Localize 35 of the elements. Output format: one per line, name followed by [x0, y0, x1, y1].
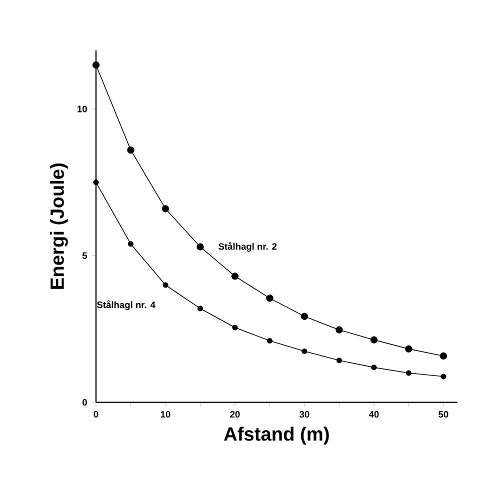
x-tick-label: 50: [438, 411, 448, 418]
series-label: Stålhagl nr. 4: [96, 300, 156, 310]
x-tick-label: 30: [300, 411, 310, 418]
point: [93, 180, 99, 186]
x-axis-title: Afstand (m): [224, 426, 329, 445]
point: [128, 241, 134, 247]
point: [406, 370, 412, 376]
x-tick-label: 0: [94, 411, 98, 418]
point: [336, 358, 342, 364]
y-tick-label: 0: [82, 399, 87, 406]
point: [440, 352, 448, 360]
point: [232, 324, 238, 330]
y-tick-label: 10: [78, 106, 87, 112]
point: [162, 205, 170, 212]
point: [370, 336, 378, 344]
point: [302, 348, 308, 354]
point: [231, 272, 239, 280]
series-label: Stålhagl nr. 2: [218, 242, 277, 252]
y-axis-title: Energi (Joule): [50, 164, 68, 289]
y-tick-label: 5: [82, 252, 88, 259]
x-tick-label: 20: [230, 411, 240, 418]
point: [127, 146, 134, 154]
point: [266, 338, 273, 344]
point: [197, 306, 204, 312]
point: [162, 282, 168, 288]
point: [92, 61, 100, 69]
point: [336, 326, 343, 334]
point: [196, 243, 204, 250]
point: [266, 294, 274, 302]
point: [440, 374, 446, 380]
point: [300, 312, 308, 320]
x-tick-label: 40: [368, 411, 379, 418]
x-tick-label: 10: [160, 411, 170, 418]
point: [405, 345, 412, 353]
point: [371, 364, 377, 370]
